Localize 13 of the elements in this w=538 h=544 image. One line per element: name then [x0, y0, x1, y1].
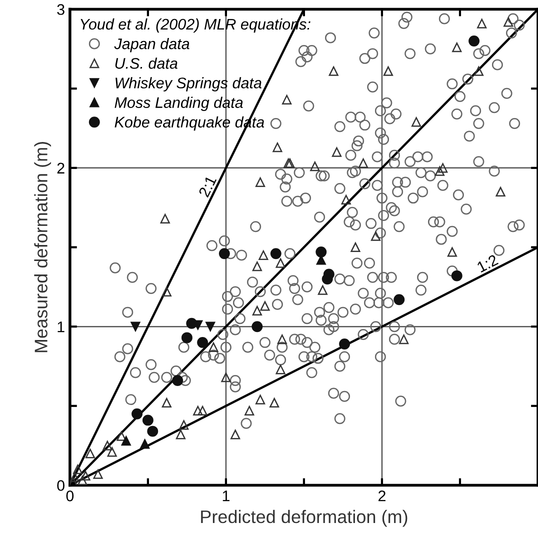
y-tick-label: 3 — [57, 4, 64, 15]
y-tick-label: 1 — [58, 322, 64, 332]
x-tick-label: 2 — [378, 490, 386, 502]
x-tick-label: 0 — [66, 490, 74, 502]
x-tick-label: 1 — [222, 490, 230, 502]
y-axis-title: Measured deformation (m) — [34, 142, 52, 352]
legend-label: Japan data — [114, 38, 190, 52]
text: 2:1 — [198, 175, 217, 198]
y-tick-label: 2 — [57, 162, 64, 174]
text: 1:2 — [476, 254, 499, 273]
x-axis-title: Predicted deformation (m) — [201, 510, 408, 527]
y-tick-label: 0 — [57, 480, 64, 491]
legend-label: U.S. data — [115, 58, 178, 69]
